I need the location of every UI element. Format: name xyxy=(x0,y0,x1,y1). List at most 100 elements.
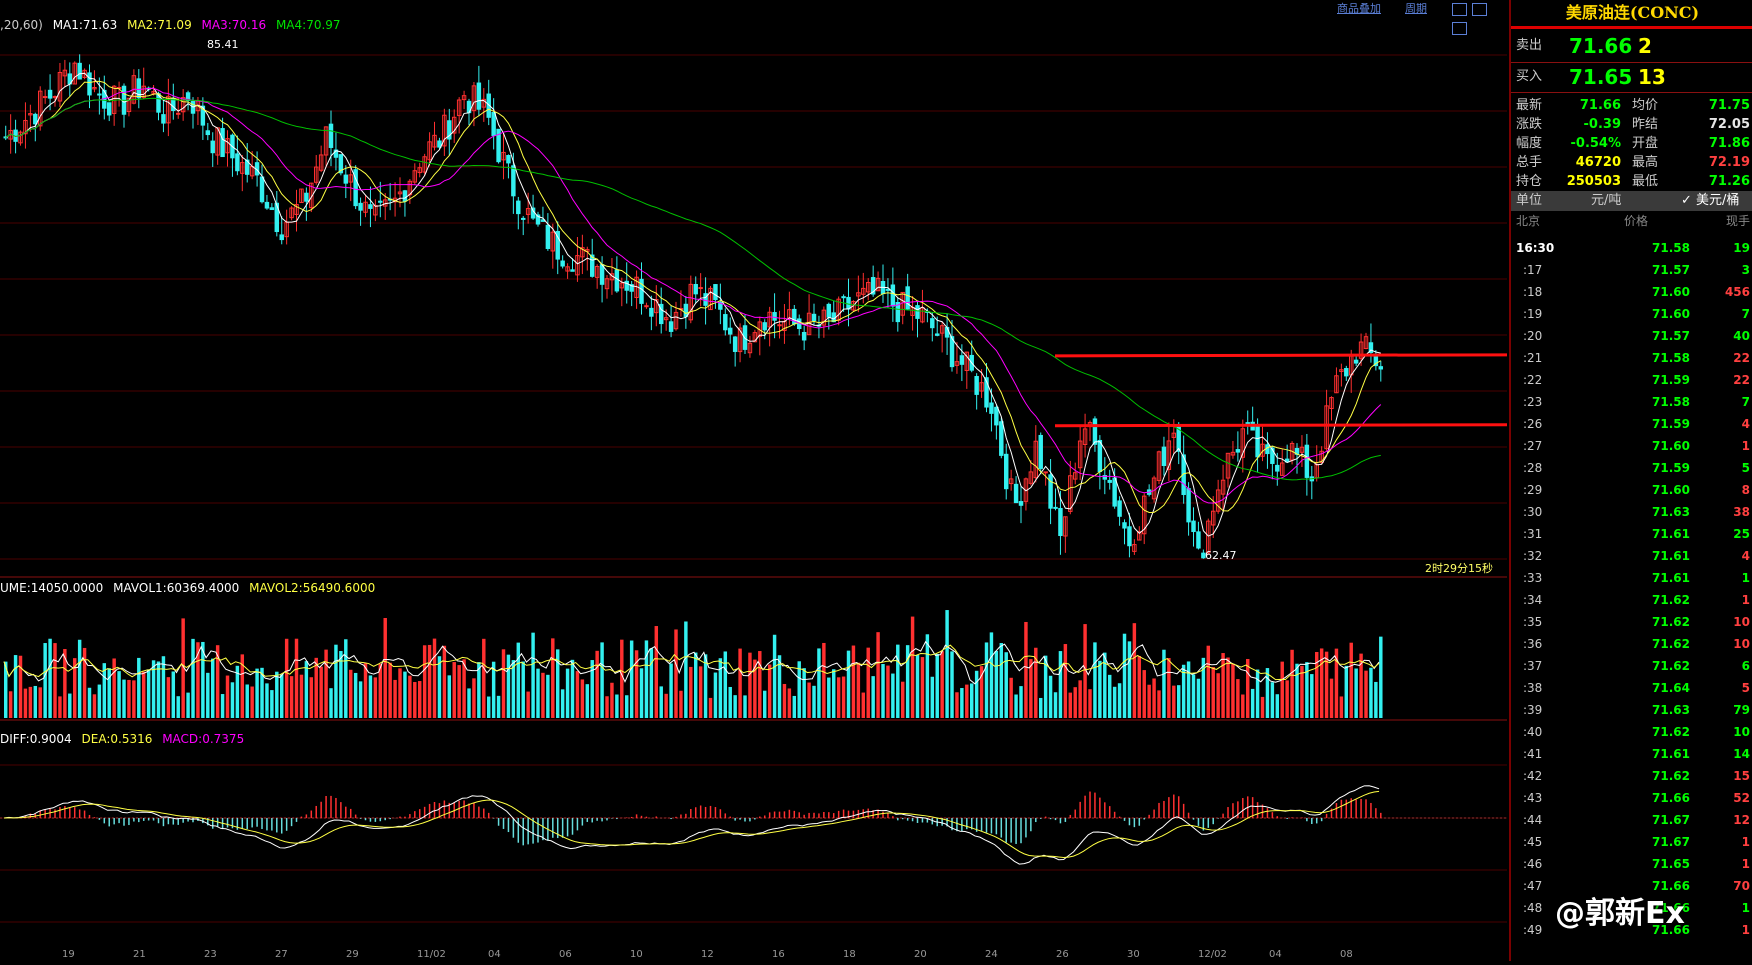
candle-body xyxy=(629,284,634,292)
volume-bar xyxy=(206,672,210,718)
x-axis-label: 27 xyxy=(275,949,288,960)
legend-ma1: MA1:71.63 xyxy=(52,18,118,32)
tick-qty: 7 xyxy=(1741,307,1750,321)
col-price: 价格 xyxy=(1624,214,1649,228)
stat-value: 71.86 xyxy=(1708,136,1750,151)
volume-bar xyxy=(822,642,826,718)
period-button[interactable]: 周期 xyxy=(1405,2,1427,15)
sell-row[interactable]: 卖出 71.66 2 xyxy=(1511,32,1752,60)
stat-label: 昨结 xyxy=(1632,117,1659,132)
overlay-button[interactable]: 商品叠加 xyxy=(1337,2,1381,15)
tick-price: 71.63 xyxy=(1652,505,1690,519)
volume-bar xyxy=(260,667,264,718)
candle-body xyxy=(846,296,851,310)
candle-body xyxy=(1368,342,1374,353)
volume-bar xyxy=(960,688,964,718)
tick-time: :47 xyxy=(1523,879,1543,893)
volume-bar xyxy=(1142,670,1146,718)
volume-bar xyxy=(112,658,116,718)
volume-bar xyxy=(447,675,452,718)
chart-area[interactable]: ,20,60) MA1:71.63 MA2:71.09 MA3:70.16 MA… xyxy=(0,0,1508,961)
ma-line xyxy=(5,72,1381,537)
tick-row: :27 71.60 1 xyxy=(1511,435,1752,457)
volume-bar xyxy=(1029,659,1033,718)
tick-price: 71.61 xyxy=(1652,571,1690,585)
volume-bar xyxy=(861,692,866,718)
tick-row: :35 71.62 10 xyxy=(1511,611,1752,633)
candle-body xyxy=(1211,510,1216,526)
candle-body xyxy=(57,71,63,102)
tick-price: 71.64 xyxy=(1652,681,1690,695)
volume-bar xyxy=(353,672,358,718)
volume-bar xyxy=(314,657,318,718)
stat-value: 250503 xyxy=(1566,174,1621,189)
candle-body xyxy=(343,174,349,184)
volume-bar xyxy=(1246,658,1250,718)
col-qty: 现手 xyxy=(1725,214,1750,228)
volume-bar xyxy=(979,666,984,718)
volume-bar xyxy=(403,671,407,718)
stat-label: 最新 xyxy=(1516,98,1543,113)
high-price-label: 85.41 xyxy=(207,38,239,51)
volume-bar xyxy=(782,683,787,718)
volume-bar xyxy=(38,687,42,718)
volume-bar xyxy=(713,672,718,718)
unit-option-cny[interactable]: 元/吨 xyxy=(1591,193,1622,208)
volume-bar xyxy=(1162,649,1166,718)
x-axis-label: 12/02 xyxy=(1198,949,1227,960)
price-chart[interactable] xyxy=(0,0,1508,961)
maximize-icon[interactable] xyxy=(1472,3,1488,16)
candle-body xyxy=(38,90,43,127)
volume-bar xyxy=(146,669,151,718)
tick-price: 71.58 xyxy=(1652,395,1690,409)
restore-icon[interactable] xyxy=(1452,3,1467,16)
volume-bar xyxy=(526,691,530,718)
candle-body xyxy=(747,342,753,354)
volume-bar xyxy=(703,654,708,718)
candle-body xyxy=(856,292,861,297)
candle-body xyxy=(427,141,432,161)
candle-body xyxy=(555,230,560,260)
candle-body xyxy=(309,182,314,209)
volume-bar xyxy=(422,645,427,718)
volume-bar xyxy=(1226,657,1230,718)
tick-qty: 1 xyxy=(1741,857,1750,871)
volume-bar xyxy=(186,692,190,718)
volume-bar xyxy=(792,695,797,718)
window-controls[interactable] xyxy=(1452,1,1502,35)
volume-bar xyxy=(812,685,816,718)
candle-body xyxy=(1033,440,1039,479)
buy-label: 买入 xyxy=(1516,69,1543,84)
candle-body xyxy=(885,288,891,291)
candle-body xyxy=(1280,462,1285,476)
unit-option-usd[interactable]: ✓ 美元/桶 xyxy=(1681,193,1740,208)
volume-bar xyxy=(945,610,949,718)
candle-body xyxy=(787,309,792,319)
volume-bar xyxy=(437,656,442,718)
candle-body xyxy=(1230,451,1236,456)
candle-body xyxy=(1334,375,1339,394)
volume-bar xyxy=(974,670,979,718)
volume-bar xyxy=(240,654,245,718)
volume-bar xyxy=(33,685,38,718)
x-axis-label: 29 xyxy=(346,949,359,960)
tick-row: :28 71.59 5 xyxy=(1511,457,1752,479)
volume-bar xyxy=(817,648,821,718)
volume-bar xyxy=(1260,696,1265,718)
tick-time: :36 xyxy=(1523,637,1543,651)
candle-body xyxy=(368,204,373,209)
candle-body xyxy=(1275,464,1280,472)
volume-bar xyxy=(255,668,259,718)
candle-body xyxy=(1378,366,1384,370)
tick-row: :31 71.61 25 xyxy=(1511,523,1752,545)
close-icon[interactable] xyxy=(1452,22,1467,35)
volume-bar xyxy=(107,668,111,718)
candle-body xyxy=(772,312,777,321)
volume-bar xyxy=(610,682,614,718)
volume-bar xyxy=(777,655,782,718)
candle-body xyxy=(964,351,970,371)
candle-body xyxy=(259,176,265,203)
volume-bar xyxy=(1315,651,1319,718)
buy-row[interactable]: 买入 71.65 13 xyxy=(1511,63,1752,91)
volume-bar xyxy=(191,638,195,718)
